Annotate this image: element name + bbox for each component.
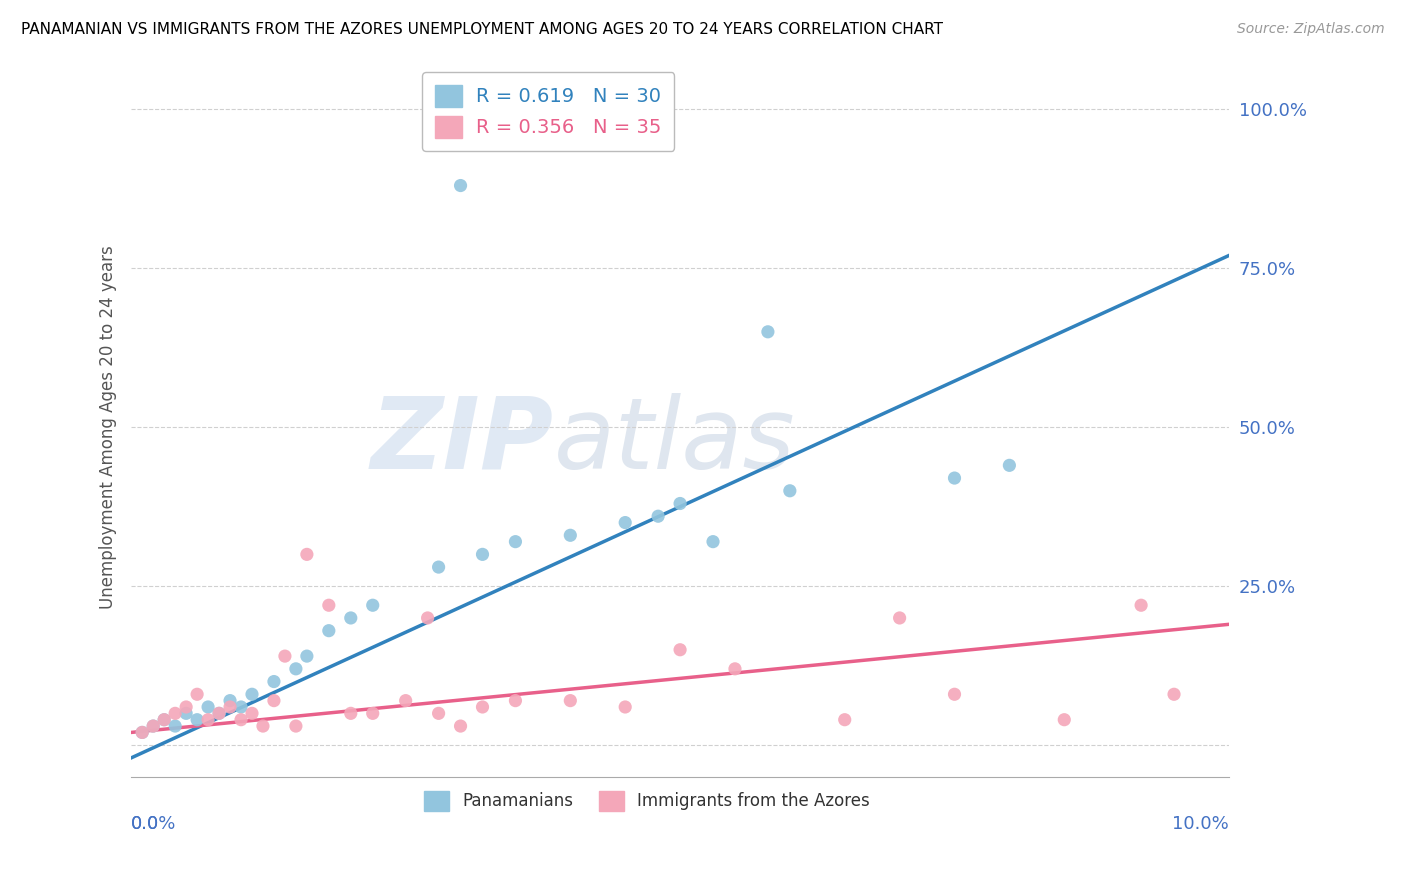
Point (274, 649, 297, 664)
Text: 0.0%: 0.0% (131, 815, 177, 833)
Point (361, 706, 384, 721)
Point (174, 700, 197, 714)
Point (669, 642, 692, 657)
Point (197, 713, 219, 727)
Point (505, 693, 527, 707)
Point (450, 719, 472, 733)
Point (263, 693, 285, 707)
Point (471, 547, 494, 561)
Point (427, 560, 450, 574)
Point (1053, 713, 1076, 727)
Point (560, 693, 582, 707)
Point (998, 458, 1021, 473)
Point (614, 516, 637, 530)
Point (174, 706, 197, 721)
Point (165, 719, 187, 733)
Point (395, 693, 418, 707)
Point (153, 713, 176, 727)
Point (240, 706, 263, 721)
Point (284, 662, 307, 676)
Point (142, 719, 165, 733)
Point (295, 547, 318, 561)
Text: 0.0: 0.0 (131, 815, 159, 833)
Point (889, 611, 911, 625)
Point (361, 599, 384, 613)
Point (669, 496, 692, 510)
Point (131, 725, 153, 739)
Point (416, 611, 439, 625)
Point (208, 706, 231, 721)
Point (614, 700, 637, 714)
Point (943, 687, 966, 701)
Point (208, 706, 231, 721)
Point (197, 700, 219, 714)
Point (229, 713, 252, 727)
Point (560, 528, 582, 542)
Point (756, 325, 779, 339)
Text: atlas: atlas (554, 392, 796, 490)
Point (186, 713, 208, 727)
Text: PANAMANIAN VS IMMIGRANTS FROM THE AZORES UNEMPLOYMENT AMONG AGES 20 TO 24 YEARS : PANAMANIAN VS IMMIGRANTS FROM THE AZORES… (21, 22, 943, 37)
Point (263, 674, 285, 689)
Text: Source: ZipAtlas.com: Source: ZipAtlas.com (1237, 22, 1385, 37)
Point (834, 713, 856, 727)
Point (339, 611, 361, 625)
Point (943, 471, 966, 485)
Point (702, 534, 724, 549)
Point (229, 700, 252, 714)
Point (153, 713, 176, 727)
Point (450, 178, 472, 193)
Point (131, 725, 153, 739)
Point (165, 706, 187, 721)
Legend: Panamanians, Immigrants from the Azores: Panamanians, Immigrants from the Azores (418, 784, 876, 818)
Point (252, 719, 274, 733)
Point (240, 687, 263, 701)
Point (186, 687, 208, 701)
Y-axis label: Unemployment Among Ages 20 to 24 years: Unemployment Among Ages 20 to 24 years (100, 245, 117, 609)
Point (339, 706, 361, 721)
Text: ZIP: ZIP (371, 392, 554, 490)
Point (284, 719, 307, 733)
Point (505, 534, 527, 549)
Point (219, 693, 242, 707)
Text: 10.0%: 10.0% (1173, 815, 1229, 833)
Point (427, 706, 450, 721)
Point (1163, 687, 1185, 701)
Point (647, 509, 669, 524)
Point (724, 662, 747, 676)
Point (318, 624, 340, 638)
Point (219, 700, 242, 714)
Point (318, 599, 340, 613)
Point (779, 483, 801, 498)
Point (295, 649, 318, 664)
Point (142, 719, 165, 733)
Point (471, 700, 494, 714)
Point (1130, 599, 1153, 613)
